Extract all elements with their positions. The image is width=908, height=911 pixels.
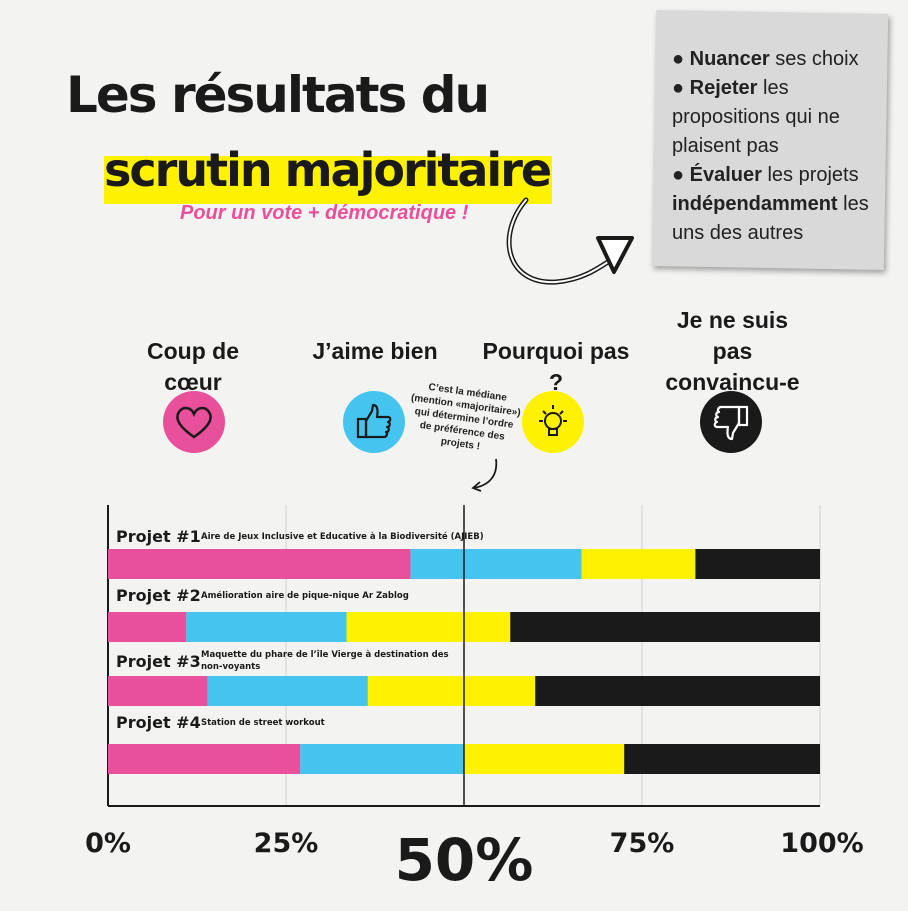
- note-arrow-icon: [471, 458, 498, 492]
- project-name: Projet #3: [116, 652, 201, 671]
- info-item-1: ● Nuancer ses choix: [672, 48, 859, 70]
- project-name: Projet #4: [116, 713, 201, 732]
- title-highlight: [104, 156, 552, 204]
- x-tick-label: 25%: [254, 828, 319, 859]
- title-line-2: scrutin majoritaire: [104, 143, 552, 197]
- bar-segment: [581, 549, 696, 579]
- info-item-2: ● Rejeter les propositions qui ne plaise…: [672, 77, 840, 157]
- mention-label-coup-de-coeur: Coup de cœur: [147, 338, 239, 395]
- x-tick-label: 75%: [610, 828, 675, 859]
- x-tick-label: 50%: [395, 826, 534, 894]
- x-tick-label: 100%: [780, 828, 863, 859]
- project-name: Projet #2: [116, 586, 201, 605]
- mention-label-pas-convaincu: Je ne suis pas convaincu-e: [665, 307, 800, 395]
- heart-icon: [163, 391, 225, 453]
- bar-segment: [695, 549, 820, 579]
- bar-segment: [207, 676, 368, 706]
- thumbs-down-icon: [700, 391, 762, 453]
- bar-segment: [108, 744, 301, 774]
- mention-label-pourquoi-pas: Pourquoi pas ?: [482, 338, 630, 395]
- bar-segment: [108, 676, 208, 706]
- bar-segment: [300, 744, 464, 774]
- thumbs-up-icon: [343, 391, 405, 453]
- info-item-3: ● Évaluer les projets indépendamment les…: [672, 164, 869, 244]
- lightbulb-icon: [522, 391, 584, 453]
- bar-segment: [346, 612, 511, 642]
- subtitle: Pour un vote + démocratique !: [180, 202, 469, 224]
- bar-segment: [464, 744, 625, 774]
- bar-segment: [624, 744, 820, 774]
- project-desc: Amélioration aire de pique-nique Ar Zabl…: [201, 590, 409, 601]
- mention-label-jaime-bien: J’aime bien: [312, 338, 438, 364]
- bar-segment: [367, 676, 536, 706]
- project-desc: Aire de Jeux Inclusive et Educative à la…: [201, 531, 484, 542]
- bar-segment: [186, 612, 347, 642]
- title-line-1: Les résultats du: [66, 66, 490, 124]
- project-name: Projet #1: [116, 527, 201, 546]
- project-desc: Station de street workout: [201, 718, 325, 728]
- bar-segment: [108, 612, 187, 642]
- curved-arrow-icon: [506, 197, 634, 285]
- info-box-text: ● Nuancer ses choix ● Rejeter les propos…: [672, 45, 882, 248]
- bar-segment: [510, 612, 820, 642]
- title-line-2-wrap: scrutin majoritaire: [104, 143, 552, 204]
- bar-segment: [108, 549, 411, 579]
- project-desc: Maquette du phare de l’île Vierge à dest…: [201, 650, 449, 672]
- x-tick-label: 0%: [85, 828, 131, 859]
- bar-segment: [535, 676, 820, 706]
- bar-segment: [410, 549, 582, 579]
